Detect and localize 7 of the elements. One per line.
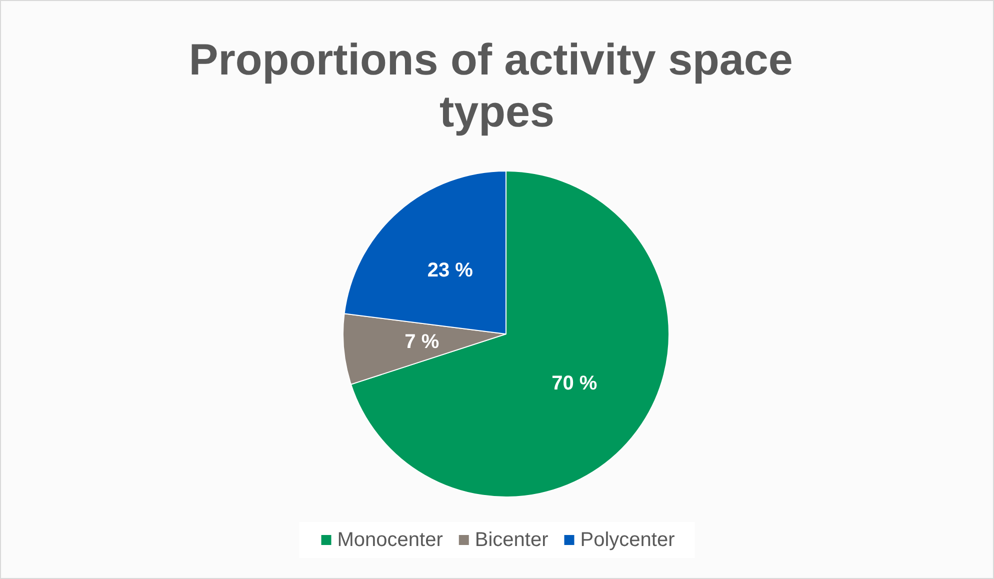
chart-title: Proportions of activity space types <box>188 36 806 136</box>
legend-label: Polycenter <box>580 529 676 551</box>
data-label: 70 % <box>552 372 598 395</box>
data-label: 23 % <box>427 260 474 282</box>
data-label: 7 % <box>404 330 440 353</box>
legend-label: Bicenter <box>474 529 549 551</box>
legend-label: Monocenter <box>337 529 444 551</box>
